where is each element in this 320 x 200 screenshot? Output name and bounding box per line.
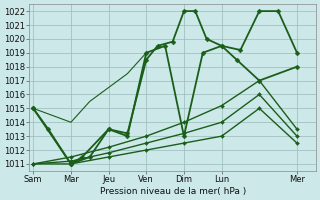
X-axis label: Pression niveau de la mer( hPa ): Pression niveau de la mer( hPa ): [100, 187, 246, 196]
